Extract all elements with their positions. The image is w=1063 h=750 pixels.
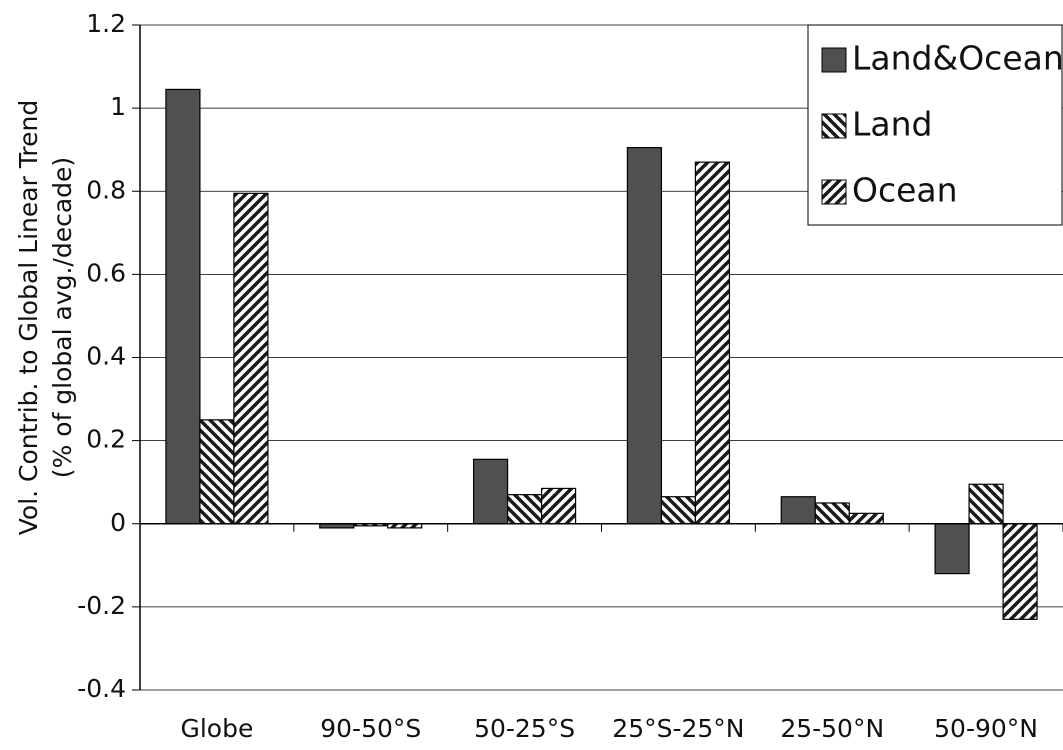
- bar: [540, 487, 577, 525]
- bar: [848, 512, 884, 525]
- bar: [233, 192, 269, 525]
- x-tick-label: 25°S-25°N: [612, 714, 744, 743]
- x-tick-label: 50-90°N: [934, 714, 1038, 743]
- y-axis-label: (% of global avg./decade): [48, 157, 77, 478]
- x-tick-label: 90-50°S: [320, 714, 421, 743]
- legend-box: [807, 24, 1063, 226]
- legend-swatch: [821, 179, 847, 205]
- y-tick-label: 1: [110, 92, 126, 121]
- bar: [626, 147, 663, 525]
- y-tick-label: 0.4: [86, 342, 126, 371]
- bar: [165, 88, 201, 525]
- bar: [199, 419, 235, 525]
- bar: [472, 458, 509, 525]
- y-tick-label: 1.2: [86, 9, 126, 38]
- legend-swatch: [821, 47, 847, 73]
- bar: [1002, 523, 1038, 620]
- y-tick-label: 0: [110, 508, 126, 537]
- x-tick-label: 50-25°S: [474, 714, 575, 743]
- y-tick-label: -0.4: [77, 674, 126, 703]
- y-tick-label: -0.2: [77, 591, 126, 620]
- y-axis-label: Vol. Contrib. to Global Linear Trend: [14, 100, 43, 536]
- bar: [660, 496, 697, 525]
- bar: [694, 161, 731, 525]
- legend-swatch: [821, 113, 847, 139]
- legend-label: Ocean: [852, 171, 958, 210]
- y-tick-label: 0.8: [86, 175, 126, 204]
- bar: [506, 494, 543, 525]
- bar: [780, 496, 816, 525]
- y-tick-label: 0.6: [86, 258, 126, 287]
- bar: [934, 523, 970, 575]
- bar: [968, 483, 1004, 525]
- x-tick-label: 25-50°N: [780, 714, 884, 743]
- bar: [814, 502, 850, 525]
- y-tick-label: 0.2: [86, 425, 126, 454]
- x-tick-label: Globe: [180, 714, 253, 743]
- legend-label: Land&Ocean: [852, 39, 1063, 78]
- legend-label: Land: [852, 105, 932, 144]
